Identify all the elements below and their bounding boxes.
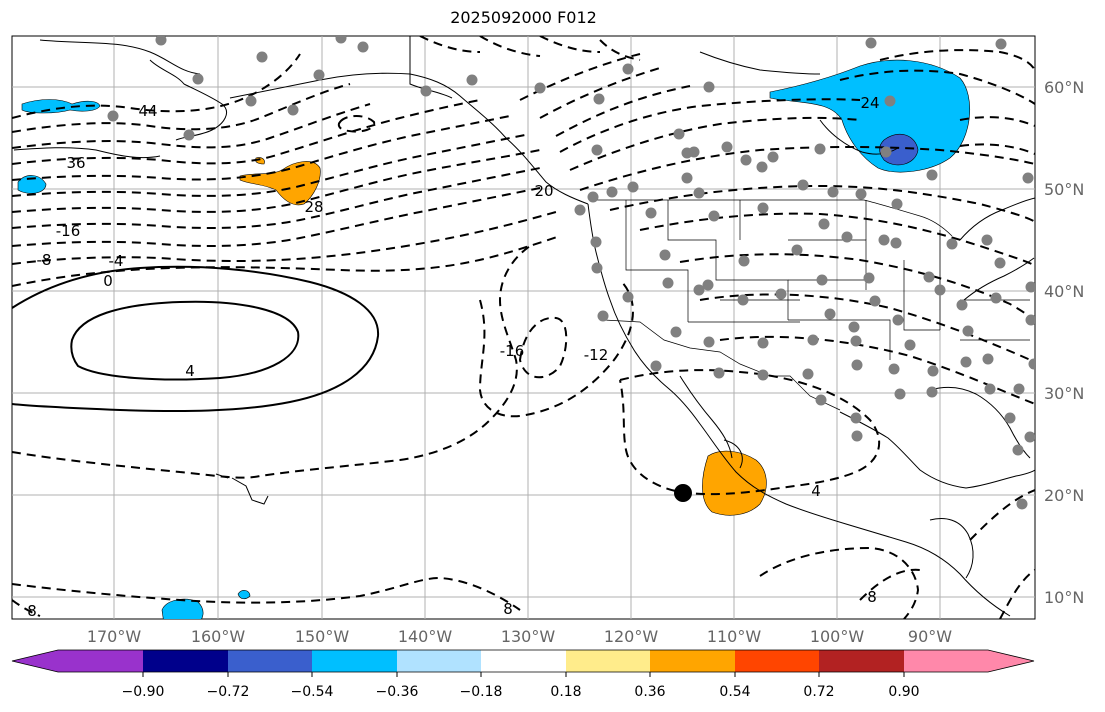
shade-blue-south1 — [161, 598, 204, 619]
map-panel: 44 36 -16 -8 -4 0 4 28 24 20 -16 -12 4 8… — [11, 35, 1036, 620]
contour-label: 44 — [138, 102, 157, 120]
colorbar-tick-label: −0.36 — [376, 684, 419, 700]
lon-tick-label: 110°W — [707, 627, 762, 646]
lon-tick-label: 120°W — [604, 627, 659, 646]
lat-tick-label: 30°N — [1044, 384, 1084, 403]
colorbar-segment — [228, 650, 312, 672]
contour-label: 20 — [534, 182, 553, 200]
contour-label: -8 — [37, 251, 52, 269]
lat-tick-label: 40°N — [1044, 282, 1084, 301]
colorbar-segment — [312, 650, 397, 672]
lon-tick-label: 170°W — [87, 627, 142, 646]
contour-label: 8 — [867, 588, 877, 606]
colorbar-tick-label: 0.18 — [550, 684, 581, 700]
colorbar-tick-label: 0.36 — [634, 684, 665, 700]
lon-tick-label: 100°W — [810, 627, 865, 646]
lon-tick-labels: 170°W 160°W 150°W 140°W 130°W 120°W 110°… — [87, 627, 952, 646]
colorbar-segment — [650, 650, 735, 672]
lat-tick-label: 20°N — [1044, 486, 1084, 505]
colorbar-segments — [12, 650, 1034, 672]
contour-44 — [12, 53, 301, 119]
contour-label: 36 — [66, 154, 85, 172]
shade-orange-mexico — [702, 450, 767, 516]
colorbar-segment — [819, 650, 904, 672]
lon-tick-label: 90°W — [908, 627, 952, 646]
chart-title: 2025092000 F012 — [450, 8, 597, 27]
colorbar-segment — [904, 650, 1034, 672]
colorbar-tick-label: −0.72 — [207, 684, 250, 700]
shade-blue-alaska-west — [21, 99, 101, 114]
lat-tick-label: 10°N — [1044, 588, 1084, 607]
colorbar-ticks — [142, 672, 905, 677]
lon-tick-label: 160°W — [191, 627, 246, 646]
colorbar-tick-label: 0.90 — [888, 684, 919, 700]
contour-label: 4 — [811, 482, 821, 500]
gridlines — [12, 36, 1035, 619]
lat-tick-label: 60°N — [1044, 78, 1084, 97]
contour-label: -16 — [500, 342, 525, 360]
contour-label: 28 — [304, 198, 323, 216]
contour-label: 0 — [103, 272, 113, 290]
contour-label: 24 — [860, 94, 879, 112]
contour-label: -12 — [584, 346, 609, 364]
contour-lines — [12, 36, 1035, 619]
lon-tick-label: 150°W — [295, 627, 350, 646]
colorbar-segment — [735, 650, 819, 672]
colorbar-segment — [143, 650, 228, 672]
colorbar-segment — [397, 650, 481, 672]
contour-label: 8 — [503, 600, 513, 618]
lon-tick-label: 130°W — [501, 627, 556, 646]
contour-solid-0 — [12, 265, 380, 413]
shade-blue-south2 — [237, 590, 251, 600]
contour-labels: 44 36 -16 -8 -4 0 4 28 24 20 -16 -12 4 8… — [27, 94, 879, 620]
colorbar-segment — [12, 650, 143, 672]
station-markers — [107, 36, 1035, 510]
lat-tick-label: 50°N — [1044, 180, 1084, 199]
contour-label: 8 — [27, 602, 37, 620]
lon-tick-label: 140°W — [398, 627, 453, 646]
colorbar-segment — [481, 650, 566, 672]
shade-orange-gulf-alaska — [239, 161, 321, 206]
location-marker — [674, 484, 692, 502]
contour-label: -4 — [109, 252, 124, 270]
contour-minus16-closed — [518, 316, 568, 379]
colorbar-tick-label: 0.54 — [719, 684, 750, 700]
colorbar-tick-labels: −0.90 −0.72 −0.54 −0.36 −0.18 0.18 0.36 … — [122, 684, 920, 700]
colorbar-tick-label: 0.72 — [803, 684, 834, 700]
shade-blue-bering — [17, 175, 47, 194]
lat-tick-labels: 60°N 50°N 40°N 30°N 20°N 10°N — [1044, 78, 1084, 607]
shade-darkblue-hudson — [879, 133, 919, 166]
colorbar: −0.90 −0.72 −0.54 −0.36 −0.18 0.18 0.36 … — [11, 649, 1035, 700]
colorbar-tick-label: −0.18 — [460, 684, 503, 700]
colorbar-outline — [11, 649, 1035, 673]
colorbar-tick-label: −0.90 — [122, 684, 165, 700]
contour-solid-4 — [70, 300, 300, 381]
contour-label: 4 — [185, 362, 195, 380]
contour-label: -16 — [56, 222, 81, 240]
shaded-anomaly-regions — [17, 59, 971, 619]
colorbar-tick-label: −0.54 — [291, 684, 334, 700]
colorbar-segment — [566, 650, 650, 672]
